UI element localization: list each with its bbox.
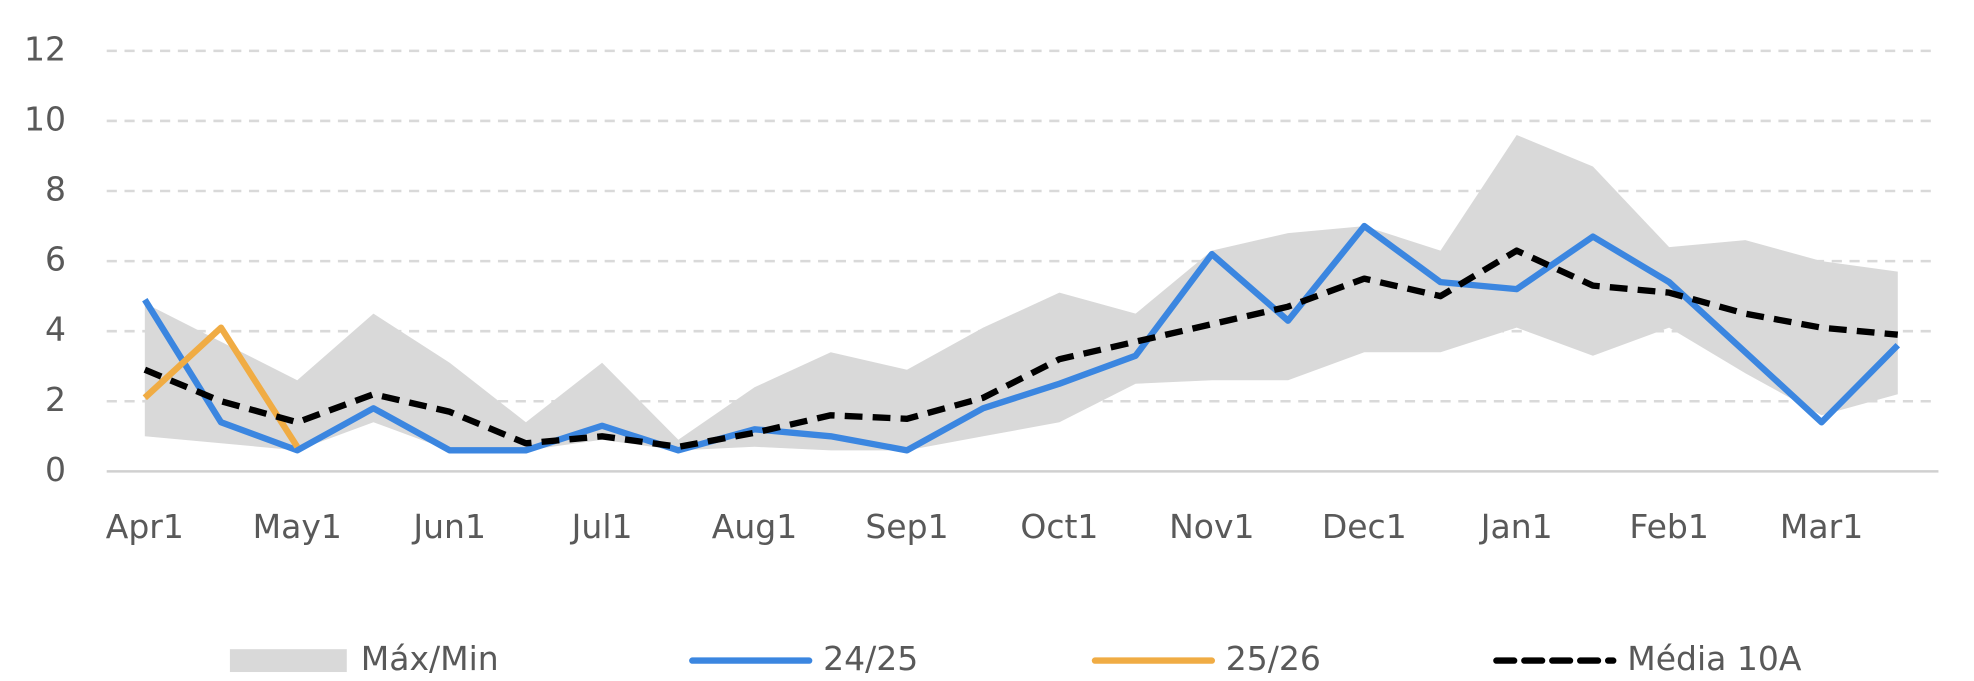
y-tick-label: 4 xyxy=(45,310,66,349)
x-tick-label: Dec1 xyxy=(1322,507,1407,546)
x-tick-label: Jul1 xyxy=(570,507,633,546)
x-tick-label: Apr1 xyxy=(106,507,184,546)
y-tick-label: 0 xyxy=(45,450,66,489)
series-line xyxy=(142,222,1901,454)
x-tick-label: Sep1 xyxy=(865,507,948,546)
x-tick-label: Feb1 xyxy=(1629,507,1708,546)
min-max-band xyxy=(144,134,1898,451)
y-tick-label: 8 xyxy=(45,170,66,209)
legend-label: Máx/Min xyxy=(361,639,499,678)
legend-label: 25/26 xyxy=(1226,639,1321,678)
x-tick-label: May1 xyxy=(253,507,342,546)
legend-label: Média 10A xyxy=(1627,639,1802,678)
x-tick-label: Oct1 xyxy=(1020,507,1098,546)
series-line xyxy=(142,324,300,449)
series-line xyxy=(143,247,1899,450)
y-tick-label: 10 xyxy=(24,99,66,138)
x-tick-label: Mar1 xyxy=(1780,507,1863,546)
legend-label: 24/25 xyxy=(823,639,918,678)
y-tick-label: 12 xyxy=(24,29,66,68)
x-tick-label: Aug1 xyxy=(712,507,797,546)
x-tick-label: Nov1 xyxy=(1169,507,1254,546)
x-tick-label: Jun1 xyxy=(411,507,486,546)
x-tick-label: Jan1 xyxy=(1479,507,1553,546)
y-tick-label: 6 xyxy=(45,240,66,279)
y-tick-label: 2 xyxy=(45,380,66,419)
legend-swatch xyxy=(229,649,347,673)
